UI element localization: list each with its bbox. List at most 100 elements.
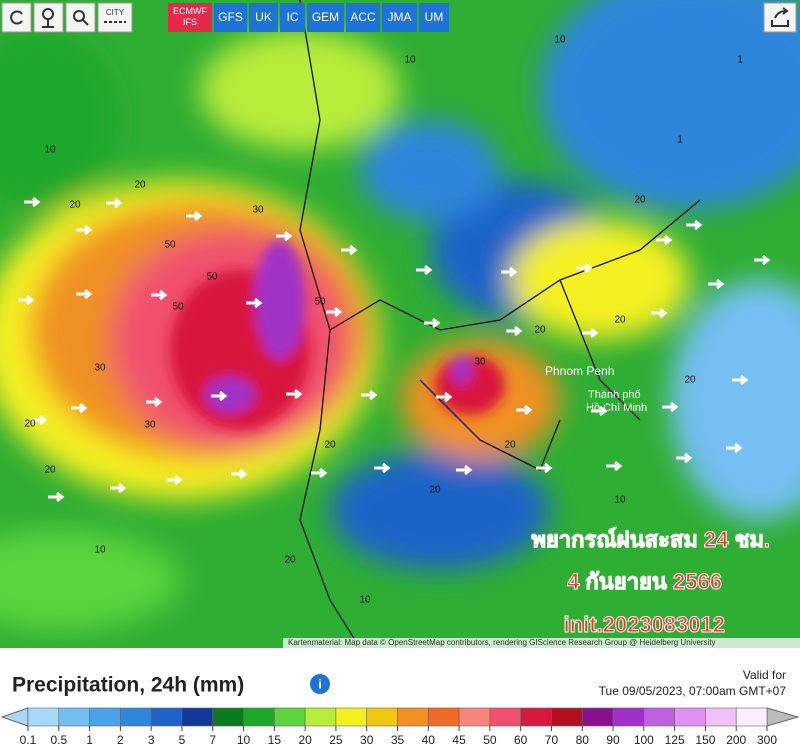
wind-arrow bbox=[18, 294, 35, 306]
wind-arrow bbox=[424, 317, 441, 329]
contour-label: 20 bbox=[324, 440, 336, 451]
contour-label: 50 bbox=[172, 302, 184, 313]
model-tab[interactable] bbox=[280, 3, 305, 32]
wind-arrow bbox=[76, 224, 93, 236]
legend-swatch bbox=[212, 707, 244, 727]
city-button[interactable] bbox=[97, 2, 133, 33]
legend-label: 45 bbox=[452, 733, 466, 747]
model-tab[interactable] bbox=[249, 3, 278, 32]
wind-arrow bbox=[582, 327, 599, 339]
place-label: Thành phố bbox=[588, 389, 641, 401]
legend-label: 5 bbox=[179, 733, 186, 747]
legend-label: 0.5 bbox=[50, 733, 67, 747]
legend-label: 20 bbox=[298, 733, 312, 747]
legend-label: 125 bbox=[665, 733, 685, 747]
model-tab[interactable] bbox=[214, 3, 247, 32]
legend-label: 0.1 bbox=[20, 733, 37, 747]
model-tab[interactable] bbox=[307, 3, 344, 32]
wind-arrow bbox=[246, 297, 263, 309]
model-tab[interactable] bbox=[382, 3, 417, 32]
wind-arrow bbox=[656, 234, 673, 246]
legend-label: 50 bbox=[483, 733, 497, 747]
legend-panel: Precipitation, 24h (mm) i Valid for Tue … bbox=[0, 648, 800, 749]
legend-swatch bbox=[551, 707, 583, 727]
svg-text:i: i bbox=[318, 676, 322, 691]
place-label: Hồ Chí Minh bbox=[586, 402, 647, 414]
legend-swatch bbox=[27, 707, 60, 727]
wind-arrow bbox=[374, 462, 391, 474]
legend-label: 1 bbox=[86, 733, 93, 747]
contour-label: 20 bbox=[69, 200, 81, 211]
contour-label: 1 bbox=[737, 55, 743, 66]
wind-arrow bbox=[662, 401, 679, 413]
contour-label: 50 bbox=[314, 297, 326, 308]
wind-arrow bbox=[106, 197, 123, 209]
wind-arrow bbox=[71, 402, 88, 414]
toolbar: CITY ECMWF IFS GFS UK IC GEM ACC JMA UM bbox=[1, 2, 797, 33]
wind-arrow bbox=[31, 414, 48, 426]
model-tab[interactable] bbox=[346, 3, 380, 32]
model-tab[interactable] bbox=[419, 3, 449, 32]
contour-label: 20 bbox=[134, 180, 146, 191]
zoom-button[interactable] bbox=[65, 2, 96, 33]
legend-swatch bbox=[58, 707, 90, 727]
contour-label: 10 bbox=[404, 55, 416, 66]
contour-label: 20 bbox=[534, 325, 546, 336]
contour-label: 30 bbox=[94, 363, 106, 374]
legend-label: 15 bbox=[268, 733, 282, 747]
legend-label: 60 bbox=[514, 733, 528, 747]
attribution: Kartenmaterial: Map data © OpenStreetMap… bbox=[288, 638, 716, 647]
place-label: Phnom Penh bbox=[545, 364, 614, 378]
contour-label: 20 bbox=[284, 555, 296, 566]
contour-label: 20 bbox=[684, 375, 696, 386]
wind-arrow bbox=[76, 288, 93, 300]
model-label: ECMWF IFS bbox=[173, 6, 207, 27]
overlay-text: 4 กันยายน 2566 bbox=[567, 569, 722, 594]
legend-swatch bbox=[397, 707, 429, 727]
overlay-text: พยากรณ์ฝนสะสม 24 ชม. bbox=[531, 527, 770, 552]
wind-arrow bbox=[151, 289, 168, 301]
legend-swatch bbox=[181, 707, 214, 727]
wind-arrow bbox=[326, 306, 343, 318]
wind-arrow bbox=[416, 264, 433, 276]
legend-label: 10 bbox=[237, 733, 251, 747]
contour-label: 10 bbox=[94, 545, 106, 556]
legend-swatch bbox=[366, 707, 398, 727]
legend-label: 300 bbox=[757, 733, 777, 747]
contour-label: 20 bbox=[614, 315, 626, 326]
legend-label: 30 bbox=[360, 733, 374, 747]
wind-arrow bbox=[276, 230, 293, 242]
borders bbox=[299, 0, 701, 648]
model-tab[interactable] bbox=[168, 3, 212, 32]
refresh-button[interactable] bbox=[1, 2, 32, 33]
wind-arrow bbox=[606, 460, 623, 472]
legend-swatch bbox=[150, 707, 183, 727]
contour-label: 20 bbox=[634, 195, 646, 206]
model-label: JMA bbox=[388, 10, 412, 24]
legend-title: Precipitation, 24h (mm) bbox=[12, 674, 244, 697]
legend-swatch bbox=[427, 707, 460, 727]
contour-label: 1 bbox=[677, 135, 683, 146]
legend-label: 80 bbox=[576, 733, 590, 747]
legend-label: 200 bbox=[726, 733, 746, 747]
wind-arrow bbox=[24, 196, 41, 208]
contour-label: 30 bbox=[252, 205, 264, 216]
model-label: GFS bbox=[218, 10, 243, 24]
legend-swatch bbox=[520, 707, 552, 727]
info-button[interactable] bbox=[310, 674, 330, 694]
wind-arrows bbox=[18, 196, 771, 503]
contour-label: 20 bbox=[429, 485, 441, 496]
contour-label: 20 bbox=[504, 440, 516, 451]
legend-label: 150 bbox=[695, 733, 715, 747]
map[interactable]: 10 10 20 20 30 50 50 30 20 20 10 20 20 30 20 10 20 20 1 1 10… bbox=[0, 0, 800, 648]
model-label: UK bbox=[255, 10, 272, 24]
wind-arrow bbox=[311, 467, 328, 479]
wind-arrow bbox=[754, 254, 771, 266]
share-button[interactable] bbox=[763, 2, 797, 33]
legend-label: 100 bbox=[634, 733, 654, 747]
legend-swatch bbox=[705, 707, 737, 727]
legend-label: 7 bbox=[209, 733, 216, 747]
legend-swatch bbox=[674, 707, 706, 727]
